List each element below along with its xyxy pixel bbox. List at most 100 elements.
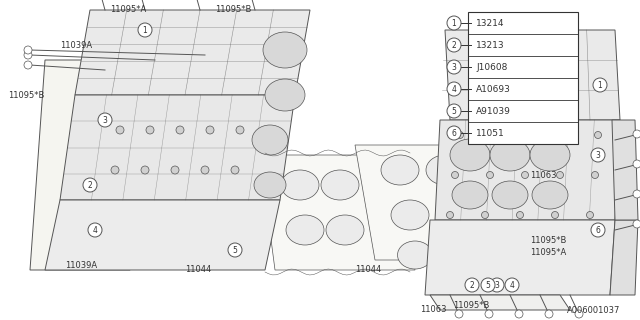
Circle shape: [527, 132, 534, 139]
Text: J10608: J10608: [476, 62, 508, 71]
Text: 11063: 11063: [530, 171, 557, 180]
Ellipse shape: [321, 170, 359, 200]
Ellipse shape: [490, 139, 530, 171]
Circle shape: [447, 212, 454, 219]
Circle shape: [111, 166, 119, 174]
Ellipse shape: [286, 215, 324, 245]
Circle shape: [455, 310, 463, 318]
Text: 11044: 11044: [185, 266, 211, 275]
Circle shape: [116, 126, 124, 134]
Circle shape: [633, 130, 640, 138]
Text: 4: 4: [93, 226, 97, 235]
Circle shape: [447, 38, 461, 52]
Circle shape: [633, 190, 640, 198]
Text: 11039A: 11039A: [60, 41, 92, 50]
Text: 11051: 11051: [476, 129, 505, 138]
Text: 13214: 13214: [476, 19, 504, 28]
Text: 11063: 11063: [420, 306, 447, 315]
Circle shape: [447, 104, 461, 118]
Circle shape: [486, 172, 493, 179]
Circle shape: [545, 310, 553, 318]
Text: 3: 3: [495, 281, 499, 290]
Circle shape: [24, 46, 32, 54]
Circle shape: [490, 278, 504, 292]
Ellipse shape: [263, 32, 307, 68]
Text: A10693: A10693: [476, 84, 511, 93]
Circle shape: [465, 278, 479, 292]
Text: 1: 1: [598, 81, 602, 90]
Circle shape: [591, 148, 605, 162]
Text: 6: 6: [452, 129, 456, 138]
Text: 5: 5: [232, 245, 237, 254]
Text: A91039: A91039: [476, 107, 511, 116]
Circle shape: [515, 310, 523, 318]
Circle shape: [447, 60, 461, 74]
Circle shape: [201, 166, 209, 174]
Circle shape: [505, 278, 519, 292]
Polygon shape: [425, 220, 615, 295]
Text: 4: 4: [509, 281, 515, 290]
Circle shape: [633, 160, 640, 168]
Text: 2: 2: [452, 41, 456, 50]
Circle shape: [633, 220, 640, 228]
Circle shape: [456, 132, 463, 139]
Circle shape: [176, 126, 184, 134]
Ellipse shape: [436, 200, 474, 230]
Circle shape: [561, 132, 568, 139]
Ellipse shape: [326, 215, 364, 245]
Text: 3: 3: [452, 62, 456, 71]
Circle shape: [522, 172, 529, 179]
Polygon shape: [610, 220, 638, 295]
Text: A006001037: A006001037: [566, 306, 620, 315]
Circle shape: [88, 223, 102, 237]
Circle shape: [83, 178, 97, 192]
Ellipse shape: [254, 172, 286, 198]
Circle shape: [485, 310, 493, 318]
Text: 3: 3: [102, 116, 108, 124]
Circle shape: [447, 16, 461, 30]
Polygon shape: [445, 30, 620, 120]
Ellipse shape: [492, 181, 528, 209]
Text: 5: 5: [486, 281, 490, 290]
Polygon shape: [435, 120, 620, 220]
Ellipse shape: [252, 125, 288, 155]
Ellipse shape: [450, 139, 490, 171]
Text: 4: 4: [452, 84, 456, 93]
Polygon shape: [75, 10, 310, 95]
Text: 1: 1: [143, 26, 147, 35]
Text: 2: 2: [470, 281, 474, 290]
Ellipse shape: [438, 241, 472, 269]
Circle shape: [591, 172, 598, 179]
Ellipse shape: [452, 181, 488, 209]
Circle shape: [24, 61, 32, 69]
Circle shape: [141, 166, 149, 174]
Circle shape: [552, 212, 559, 219]
Polygon shape: [60, 95, 295, 200]
Polygon shape: [355, 145, 520, 260]
Text: 11095*A: 11095*A: [110, 4, 147, 13]
Ellipse shape: [426, 155, 464, 185]
Circle shape: [24, 51, 32, 59]
Circle shape: [228, 243, 242, 257]
Polygon shape: [30, 60, 145, 270]
Circle shape: [575, 310, 583, 318]
Circle shape: [236, 126, 244, 134]
Text: 5: 5: [452, 107, 456, 116]
Circle shape: [98, 113, 112, 127]
Ellipse shape: [532, 181, 568, 209]
Polygon shape: [612, 120, 638, 220]
Circle shape: [492, 132, 499, 139]
Text: 2: 2: [88, 180, 92, 189]
Ellipse shape: [265, 79, 305, 111]
Circle shape: [595, 132, 602, 139]
Circle shape: [557, 172, 563, 179]
Circle shape: [481, 278, 495, 292]
Circle shape: [593, 78, 607, 92]
Circle shape: [591, 223, 605, 237]
Bar: [468, 12, 578, 144]
Circle shape: [206, 126, 214, 134]
Text: 1: 1: [452, 19, 456, 28]
Ellipse shape: [530, 139, 570, 171]
Text: 11095*B: 11095*B: [530, 236, 566, 244]
Circle shape: [146, 126, 154, 134]
